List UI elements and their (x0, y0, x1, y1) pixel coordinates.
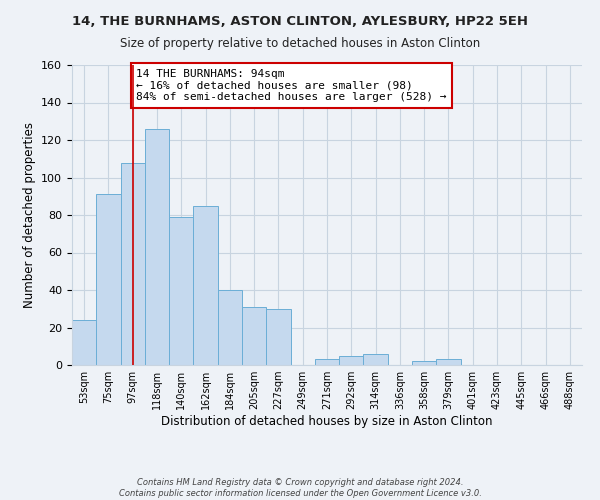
Y-axis label: Number of detached properties: Number of detached properties (23, 122, 35, 308)
Bar (266, 308, 290, 365)
Bar (242, 307, 266, 365)
Bar (364, 354, 388, 365)
Text: Size of property relative to detached houses in Aston Clinton: Size of property relative to detached ho… (120, 38, 480, 51)
X-axis label: Distribution of detached houses by size in Aston Clinton: Distribution of detached houses by size … (161, 415, 493, 428)
Bar (169, 217, 193, 365)
Bar (193, 206, 218, 365)
Text: Contains HM Land Registry data © Crown copyright and database right 2024.
Contai: Contains HM Land Registry data © Crown c… (119, 478, 481, 498)
Bar (412, 361, 436, 365)
Text: 14, THE BURNHAMS, ASTON CLINTON, AYLESBURY, HP22 5EH: 14, THE BURNHAMS, ASTON CLINTON, AYLESBU… (72, 15, 528, 28)
Bar (121, 162, 145, 365)
Text: 14 THE BURNHAMS: 94sqm
← 16% of detached houses are smaller (98)
84% of semi-det: 14 THE BURNHAMS: 94sqm ← 16% of detached… (136, 68, 447, 102)
Bar (96, 194, 121, 365)
Bar (436, 360, 461, 365)
Bar (72, 320, 96, 365)
Bar (315, 360, 339, 365)
Bar (339, 356, 364, 365)
Bar (145, 128, 169, 365)
Bar (218, 290, 242, 365)
